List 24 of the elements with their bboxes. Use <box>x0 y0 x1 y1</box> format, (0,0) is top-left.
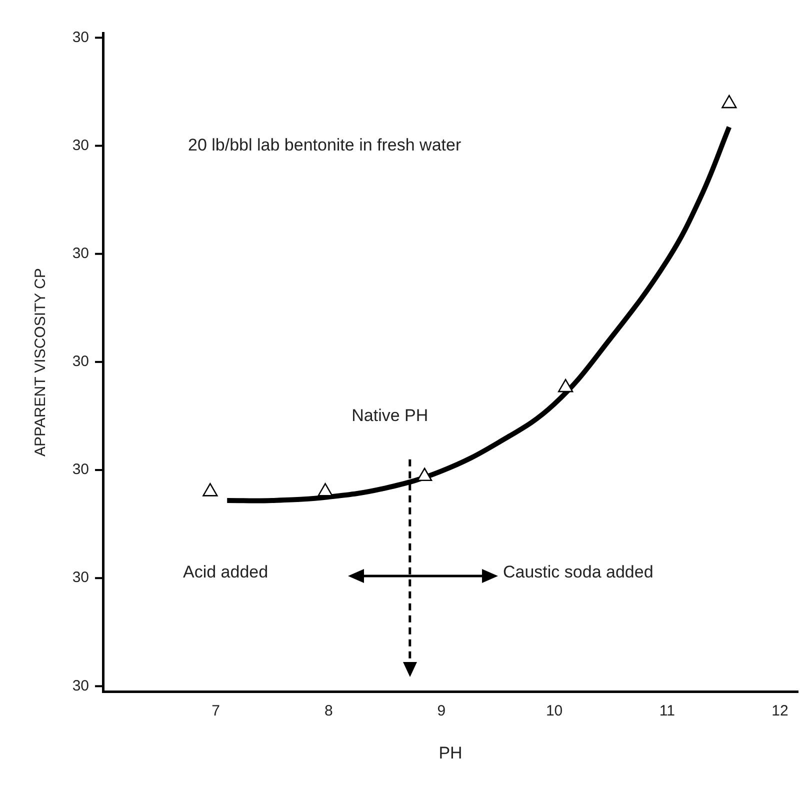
point <box>416 468 432 482</box>
point <box>318 483 333 496</box>
x-tick-label: 9 <box>437 702 446 720</box>
x-tick-label: 11 <box>659 702 675 720</box>
y-axis-title: APPARENT VISCOSITY CP <box>32 268 50 456</box>
ref-line-label: Native PH <box>352 406 428 426</box>
text: 30 <box>72 677 89 694</box>
text: 30 <box>72 28 89 46</box>
x-axis-title: PH <box>438 743 462 762</box>
text: 30 <box>72 136 89 154</box>
point <box>722 94 737 108</box>
x-tick-label: 7 <box>212 702 220 720</box>
annotation: 20 lb/bbl lab bentonite in fresh water <box>188 136 462 155</box>
text: 30 <box>72 353 89 370</box>
text: 30 <box>72 569 89 586</box>
point <box>558 378 574 392</box>
text: 30 <box>72 461 89 478</box>
text: 30 <box>72 245 89 262</box>
point <box>202 483 218 496</box>
annotation: Caustic soda added <box>503 562 654 582</box>
annotation: Acid added <box>183 562 268 582</box>
x-tick-label: 10 <box>546 702 563 720</box>
x-tick-label: 12 <box>772 702 788 720</box>
x-tick-label: 8 <box>324 702 333 720</box>
